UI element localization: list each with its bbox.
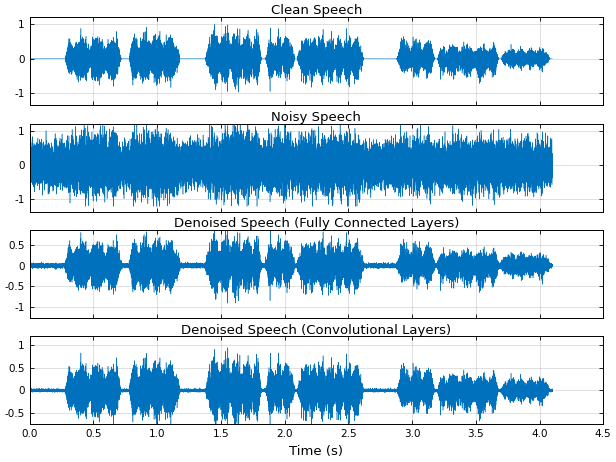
Title: Clean Speech: Clean Speech — [270, 5, 362, 18]
Title: Denoised Speech (Convolutional Layers): Denoised Speech (Convolutional Layers) — [181, 323, 452, 337]
Title: Denoised Speech (Fully Connected Layers): Denoised Speech (Fully Connected Layers) — [174, 217, 459, 230]
X-axis label: Time (s): Time (s) — [290, 444, 343, 457]
Title: Noisy Speech: Noisy Speech — [272, 111, 362, 124]
